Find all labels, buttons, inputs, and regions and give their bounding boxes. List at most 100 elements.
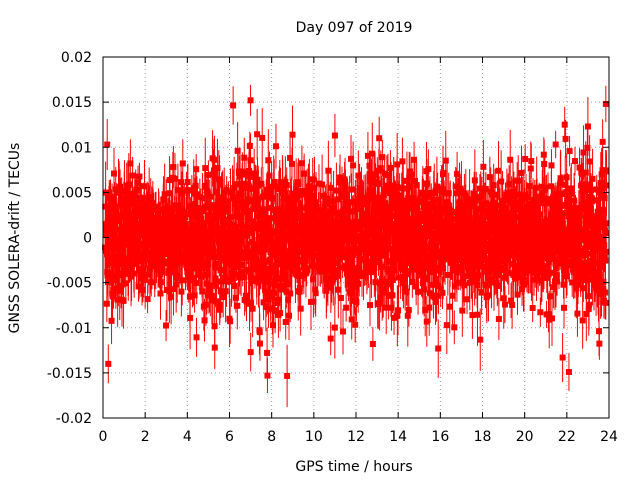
point-marker — [264, 221, 271, 228]
point-marker — [311, 252, 318, 259]
point-marker — [265, 157, 272, 164]
point-marker — [372, 171, 379, 178]
point-marker — [366, 162, 373, 169]
point-marker — [126, 201, 133, 208]
point-marker — [319, 181, 326, 188]
data-point — [337, 267, 344, 329]
point-marker — [217, 278, 224, 285]
point-marker — [211, 202, 218, 209]
point-marker — [355, 172, 362, 179]
point-marker — [248, 197, 255, 204]
point-marker — [269, 246, 276, 253]
point-marker — [312, 290, 319, 297]
point-marker — [121, 263, 128, 270]
point-marker — [267, 280, 274, 287]
point-marker — [245, 181, 252, 188]
point-marker — [103, 300, 110, 307]
point-marker — [340, 328, 347, 335]
point-marker — [348, 316, 355, 323]
point-marker — [109, 293, 116, 300]
point-marker — [390, 267, 397, 274]
point-marker — [277, 310, 284, 317]
point-marker — [201, 234, 208, 241]
point-marker — [190, 275, 197, 282]
point-marker — [352, 321, 359, 328]
point-marker — [137, 232, 144, 239]
point-marker — [220, 213, 227, 220]
point-marker — [378, 249, 385, 256]
point-marker — [161, 191, 168, 198]
point-marker — [230, 102, 237, 109]
point-marker — [335, 286, 342, 293]
point-marker — [326, 218, 333, 225]
point-marker — [129, 251, 136, 258]
data-point — [246, 131, 253, 161]
point-marker — [187, 208, 194, 215]
point-marker — [253, 221, 260, 228]
point-marker — [188, 203, 195, 210]
point-marker — [346, 199, 353, 206]
point-marker — [297, 305, 304, 312]
point-marker — [117, 240, 124, 247]
point-marker — [160, 196, 167, 203]
point-marker — [330, 205, 337, 212]
point-marker — [250, 185, 257, 192]
data-point — [266, 151, 273, 200]
point-marker — [285, 296, 292, 303]
point-marker — [371, 265, 378, 272]
point-marker — [291, 196, 298, 203]
point-marker — [343, 304, 350, 311]
data-point — [206, 258, 213, 313]
point-marker — [301, 170, 308, 177]
data-point — [135, 165, 142, 200]
data-point — [247, 332, 254, 372]
point-marker — [274, 300, 281, 307]
point-marker — [337, 295, 344, 302]
point-marker — [367, 302, 374, 309]
point-marker — [348, 155, 355, 162]
point-marker — [268, 215, 275, 222]
point-marker — [202, 182, 209, 189]
data-point — [163, 309, 170, 342]
data-point — [187, 286, 194, 350]
point-marker — [269, 322, 276, 329]
point-marker — [325, 167, 332, 174]
point-marker — [179, 160, 186, 167]
point-marker — [387, 164, 394, 171]
point-marker — [241, 252, 248, 259]
point-marker — [364, 258, 371, 265]
point-marker — [216, 301, 223, 308]
point-marker — [135, 283, 142, 290]
point-marker — [389, 229, 396, 236]
point-marker — [221, 208, 228, 215]
point-marker — [110, 170, 117, 177]
point-marker — [283, 219, 290, 226]
point-marker — [297, 192, 304, 199]
point-marker — [272, 211, 279, 218]
data-point — [296, 269, 303, 307]
data-point — [234, 282, 241, 330]
point-marker — [286, 233, 293, 240]
point-marker — [116, 287, 123, 294]
data-point — [148, 268, 155, 297]
data-point — [287, 135, 294, 181]
data-point — [277, 294, 284, 332]
point-marker — [207, 287, 214, 294]
point-marker — [212, 188, 219, 195]
point-marker — [157, 279, 164, 286]
point-marker — [286, 312, 293, 319]
point-marker — [356, 252, 363, 259]
point-marker — [312, 286, 319, 293]
point-marker — [246, 170, 253, 177]
point-marker — [232, 294, 239, 301]
point-marker — [262, 303, 269, 310]
point-marker — [348, 278, 355, 285]
point-marker — [353, 299, 360, 306]
point-marker — [388, 304, 395, 311]
point-marker — [192, 201, 199, 208]
point-marker — [266, 172, 273, 179]
point-marker — [188, 233, 195, 240]
point-marker — [231, 184, 238, 191]
point-marker — [106, 270, 113, 277]
data-point — [327, 265, 334, 310]
